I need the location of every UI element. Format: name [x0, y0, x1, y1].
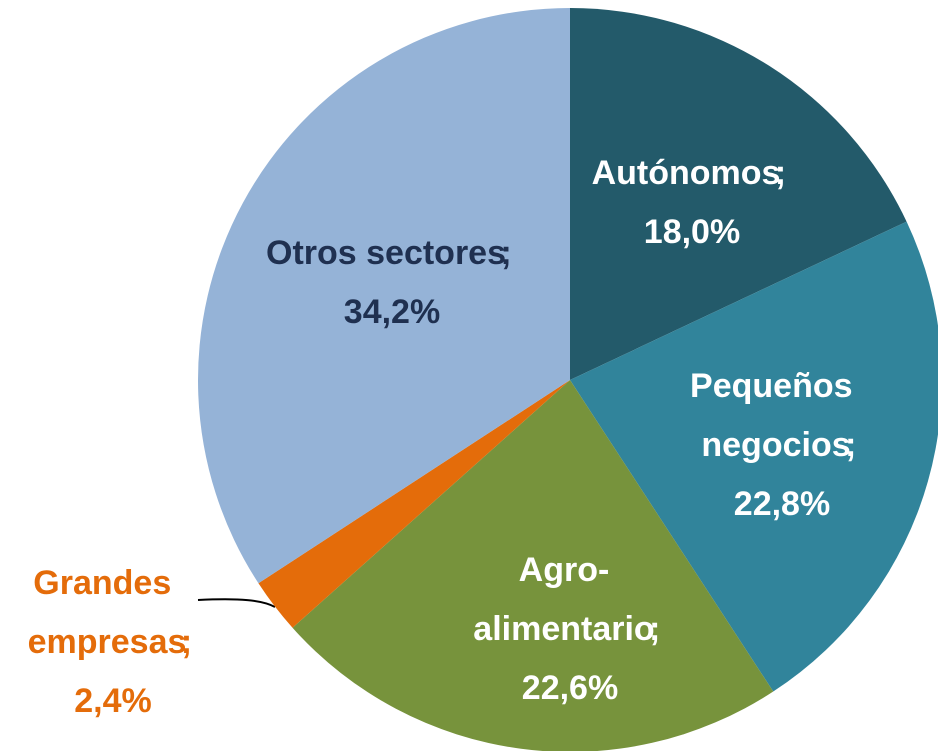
- value-label: 2,4%: [74, 682, 152, 720]
- pie-slice: [198, 8, 570, 584]
- pie-slice: [258, 380, 570, 628]
- value-label: 18,0%: [644, 213, 740, 251]
- pie-slice: [570, 8, 907, 380]
- label-separator: ;: [181, 623, 192, 661]
- label-separator: ;: [845, 426, 856, 464]
- slice-label: Otros sectores: [266, 234, 506, 272]
- leader-line: [197, 598, 276, 608]
- slice-label: Autónomos: [592, 154, 781, 192]
- label-separator: ;: [649, 610, 660, 648]
- value-label: 22,6%: [522, 669, 618, 707]
- value-label: 34,2%: [344, 293, 440, 331]
- label-separator: ;: [500, 234, 511, 272]
- value-label: 22,8%: [734, 485, 830, 523]
- pie-slice: [570, 221, 938, 692]
- slice-label: Grandes empresas: [28, 564, 187, 661]
- pie-slice: [292, 380, 774, 751]
- label-separator: ;: [775, 154, 786, 192]
- slice-label: Agro-alimentario: [473, 551, 654, 648]
- slice-label: Pequeños negocios: [690, 367, 862, 464]
